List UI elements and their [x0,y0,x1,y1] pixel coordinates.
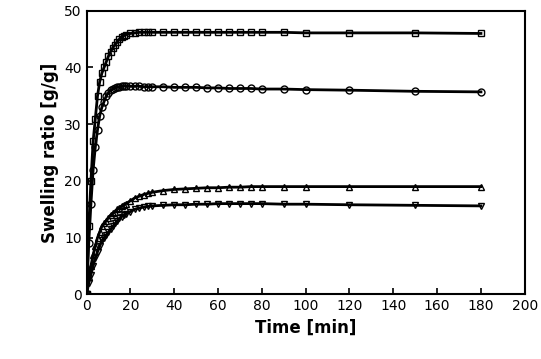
Y-axis label: Swelling ratio [g/g]: Swelling ratio [g/g] [41,62,58,243]
X-axis label: Time [min]: Time [min] [255,319,357,337]
